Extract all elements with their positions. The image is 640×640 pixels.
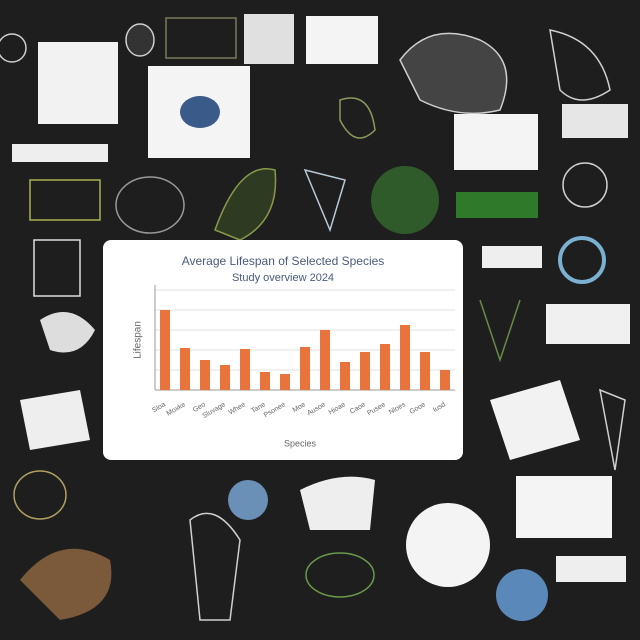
bar — [300, 347, 310, 390]
sketch — [180, 96, 220, 128]
sketch — [0, 33, 27, 63]
note-card — [454, 114, 538, 170]
sketch — [244, 14, 294, 64]
sketch — [599, 388, 626, 471]
sketch — [305, 552, 375, 598]
bar — [240, 349, 250, 390]
note-card — [556, 556, 626, 582]
x-axis-label: Species — [284, 438, 317, 448]
bar — [380, 344, 390, 390]
sketch — [214, 168, 277, 241]
note-card — [562, 104, 628, 138]
sketch — [300, 476, 375, 530]
sketch — [558, 236, 606, 284]
bar — [420, 352, 430, 390]
sketch — [456, 192, 538, 218]
sketch — [125, 23, 155, 57]
chart-title: Average Lifespan of Selected Species — [182, 254, 385, 268]
y-axis-label: Lifespan — [133, 321, 144, 359]
sketch — [399, 32, 508, 115]
sketch — [303, 168, 346, 233]
note-card — [20, 390, 90, 450]
note-card — [38, 42, 118, 124]
bar — [280, 374, 290, 390]
bar — [220, 365, 230, 390]
sketch — [13, 470, 67, 520]
bar — [200, 360, 210, 390]
sketch — [115, 176, 185, 234]
bar — [260, 372, 270, 390]
bar — [400, 325, 410, 390]
sketch — [339, 97, 376, 139]
sketch — [40, 312, 95, 353]
sketch — [482, 246, 542, 268]
sketch — [189, 512, 241, 621]
bar — [440, 370, 450, 390]
background-art — [0, 14, 630, 621]
chart-subtitle: Study overview 2024 — [232, 272, 334, 284]
note-card — [546, 304, 630, 344]
note-card — [490, 380, 580, 460]
bar — [180, 348, 190, 390]
sketch — [33, 239, 81, 297]
bar — [320, 330, 330, 390]
sketch — [406, 503, 490, 587]
bar — [160, 310, 170, 390]
sketch — [12, 144, 108, 162]
sketch — [562, 162, 608, 208]
sketch — [165, 17, 237, 59]
note-card — [516, 476, 612, 538]
sketch — [496, 569, 548, 621]
bar — [360, 352, 370, 390]
sketch — [371, 166, 439, 234]
sketch — [29, 179, 101, 221]
sketch — [479, 299, 521, 363]
note-card — [306, 16, 378, 64]
bar — [340, 362, 350, 390]
sketch — [228, 480, 268, 520]
sketch — [549, 29, 611, 101]
sketch — [20, 548, 112, 620]
